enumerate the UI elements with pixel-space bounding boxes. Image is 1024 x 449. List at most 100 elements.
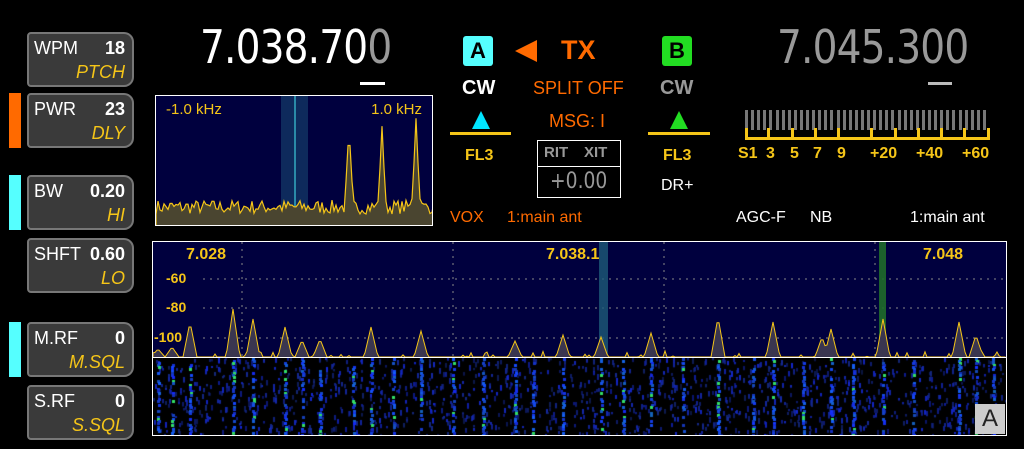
mini-scope-trace-path (156, 118, 432, 225)
split-status[interactable]: SPLIT OFF (533, 78, 624, 98)
s-meter-label: 3 (766, 145, 775, 162)
s-meter-tick (917, 128, 920, 138)
label: BW (34, 181, 63, 201)
s-meter-segment (836, 110, 840, 130)
vfo-b-filter[interactable]: FL3 (663, 147, 692, 164)
label: WPM (34, 38, 78, 58)
vfo-a-filter[interactable]: FL3 (465, 147, 494, 164)
vfo-a-pan-badge[interactable]: A (975, 404, 1005, 434)
vfo-b-mode[interactable]: CW (660, 77, 694, 99)
agc-status[interactable]: AGC-F (736, 209, 786, 226)
s-meter-segment (775, 110, 779, 130)
sub-label: DLY (91, 123, 125, 143)
vfo-a-tuning-cursor (360, 82, 385, 85)
value: 23 (104, 99, 125, 119)
s-meter-tick (767, 128, 770, 138)
nb-status[interactable]: NB (810, 209, 833, 226)
s-meter-scale-line (745, 137, 990, 140)
db-label: -80 (166, 299, 187, 315)
db-label: -100 (154, 329, 183, 345)
spectrum-trace-path (153, 308, 1006, 358)
bw-button[interactable]: BW 0.20 HI (27, 175, 134, 230)
s-meter-segment (842, 110, 846, 130)
pwr-button[interactable]: PWR 23 DLY (27, 93, 134, 148)
srf-button[interactable]: S.RF 0 S.SQL (27, 385, 134, 440)
spectrum-waterfall-divider (153, 357, 1006, 358)
s-meter-segment (751, 110, 755, 130)
vfo-b-tuning-cursor (928, 82, 952, 85)
panadapter[interactable]: 7.028 7.038.1 7.048 -60 -80 -100 A (152, 241, 1007, 436)
pwr-active-indicator (9, 93, 21, 148)
s-meter-segment (818, 110, 822, 130)
s-meter-segment (763, 110, 767, 130)
s-meter-tick (894, 128, 897, 138)
wpm-button[interactable]: WPM 18 PTCH (27, 32, 134, 87)
s-meter-segment (781, 110, 785, 130)
vfo-b-frequency[interactable]: 7.045.300 (777, 20, 969, 74)
vfo-b-badge[interactable]: B (662, 36, 692, 66)
s-meter-segment (745, 110, 748, 130)
sub-label: M.SQL (68, 352, 125, 372)
center-marker (294, 96, 296, 225)
vfo-a-badge[interactable]: A (463, 36, 493, 66)
s-meter-segment (879, 110, 883, 130)
s-meter-segment (848, 110, 852, 130)
mrf-active-indicator (9, 322, 21, 377)
s-meter-segment (799, 110, 803, 130)
xit-label[interactable]: XIT (584, 144, 608, 161)
msg-status[interactable]: MSG: I (549, 111, 606, 131)
s-meter-tick (940, 128, 943, 138)
shft-button[interactable]: SHFT 0.60 LO (27, 238, 134, 293)
vfo-a-mode[interactable]: CW (462, 77, 496, 99)
s-meter-segment (860, 110, 864, 130)
tx-label: TX (561, 35, 596, 65)
mrf-button[interactable]: M.RF 0 M.SQL (27, 322, 134, 377)
waterfall[interactable] (153, 358, 1006, 435)
s-meter-segment (976, 110, 980, 130)
s-meter-segment (769, 110, 773, 130)
s-meter-tick (745, 128, 748, 138)
vfo-a-antenna[interactable]: 1:main ant (507, 209, 582, 226)
s-meter-segment (934, 110, 938, 130)
s-meter-segment (946, 110, 950, 130)
s-meter-segment (909, 110, 913, 130)
s-meter-tick (987, 128, 990, 138)
s-meter-segment (885, 110, 889, 130)
rit-label[interactable]: RIT (544, 144, 569, 161)
rit-xit-box[interactable]: RIT XIT +0.00 (537, 140, 621, 198)
label: M.RF (34, 328, 78, 348)
vfo-b-antenna[interactable]: 1:main ant (910, 209, 985, 226)
mini-scope-trace (156, 118, 432, 225)
s-meter-segment (921, 110, 925, 130)
vox-status[interactable]: VOX (450, 209, 484, 226)
s-meter-segment (806, 110, 809, 130)
sub-label: HI (107, 205, 125, 225)
label: SHFT (34, 244, 81, 264)
rit-offset: +0.00 (550, 169, 608, 194)
s-meter-segment (964, 110, 968, 130)
s-meter-segment (873, 110, 877, 130)
label: PWR (34, 99, 76, 119)
value: 18 (104, 38, 125, 58)
vfo-a-cursor (599, 242, 608, 357)
label: S.RF (34, 391, 76, 411)
s-meter-label: +40 (916, 145, 944, 162)
s-meter-label: +60 (962, 145, 990, 162)
s-meter-segment (940, 110, 944, 130)
s-meter-segment (970, 110, 974, 130)
s-meter-label: 7 (813, 145, 822, 162)
s-meter-segment (867, 110, 870, 130)
s-meter-segment (830, 110, 834, 130)
s-meter-segment (958, 110, 962, 130)
s-meter-segment (757, 110, 761, 130)
left-triangle-icon (515, 40, 537, 62)
s-meter-segment (982, 110, 986, 130)
mini-scope-left-label: -1.0 kHz (166, 101, 222, 118)
s-meter-segment (897, 110, 901, 130)
vfo-a-frequency[interactable]: 7.038.700 (200, 20, 392, 74)
value: 0 (114, 328, 125, 348)
s-meter-segment (812, 110, 816, 130)
db-label: -60 (166, 270, 187, 286)
s-meter-segment (928, 110, 931, 130)
s-meter-label: +20 (870, 145, 898, 162)
